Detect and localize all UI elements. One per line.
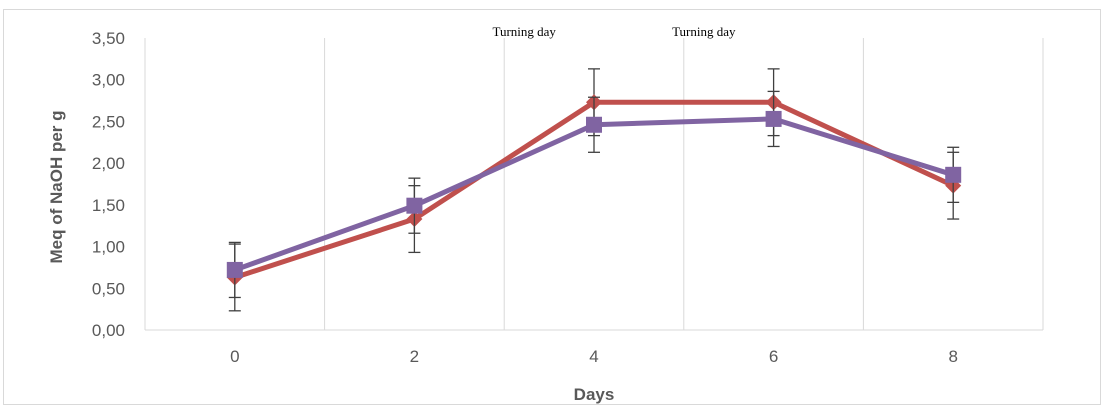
data-point-square: [765, 110, 782, 127]
y-axis-title: Meq of NaOH per g: [47, 110, 66, 263]
series-2: [226, 90, 962, 299]
x-tick-label: 8: [948, 347, 957, 366]
y-tick-label: 3,00: [92, 71, 125, 90]
annotations: Turning day Turning day: [492, 24, 736, 39]
data-point-square: [406, 197, 423, 214]
y-tick-label: 0,50: [92, 279, 125, 298]
x-tick-label: 2: [410, 347, 419, 366]
y-tick-label: 0,00: [92, 321, 125, 340]
data-point-square: [586, 116, 602, 133]
x-tick-label: 4: [589, 347, 598, 366]
turning-day-annotation: Turning day: [672, 24, 736, 39]
data-point-square: [945, 166, 962, 183]
chart-frame: [3, 9, 1101, 405]
y-tick-label: 2,00: [92, 154, 125, 173]
y-tick-labels: 0,00 0,50 1,00 1,50 2,00 2,50 3,00 3,50: [92, 29, 125, 340]
x-axis-title: Days: [574, 385, 615, 404]
y-tick-label: 3,50: [92, 29, 125, 48]
x-tick-labels: 0 2 4 6 8: [230, 347, 958, 366]
series: [226, 68, 962, 312]
y-tick-label: 1,50: [92, 196, 125, 215]
x-tick-label: 0: [230, 347, 239, 366]
y-tick-label: 1,00: [92, 238, 125, 257]
y-tick-label: 2,50: [92, 112, 125, 131]
x-tick-label: 6: [769, 347, 778, 366]
data-point-square: [226, 261, 243, 278]
turning-day-annotation: Turning day: [492, 24, 556, 39]
gridlines: [144, 38, 1044, 330]
